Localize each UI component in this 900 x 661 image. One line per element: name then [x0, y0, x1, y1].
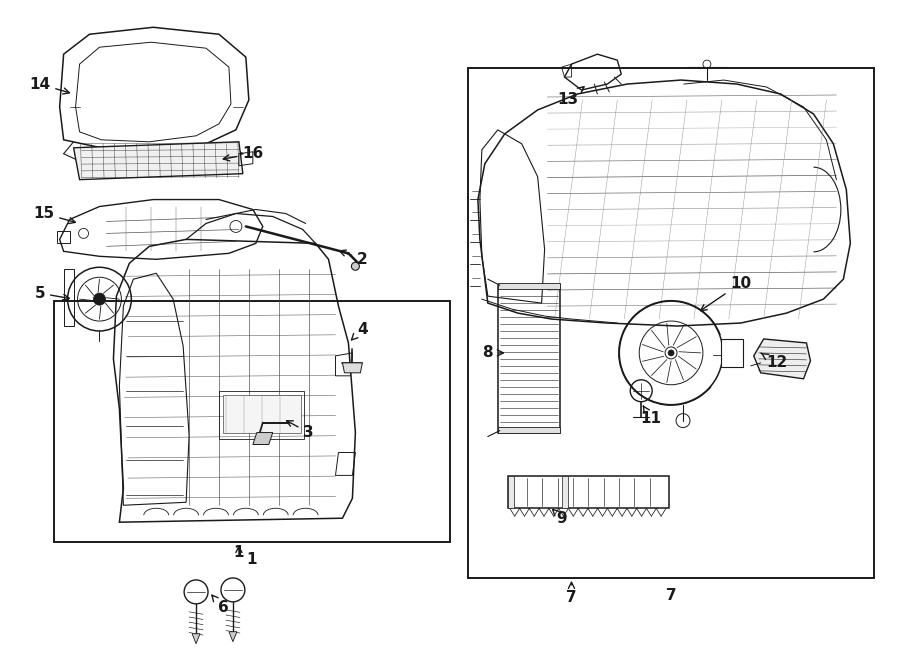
Text: 10: 10	[700, 276, 752, 311]
Bar	[508, 477, 669, 508]
Circle shape	[94, 293, 105, 305]
Text: 12: 12	[760, 353, 788, 370]
Text: 1: 1	[234, 545, 244, 560]
Bar	[498, 285, 560, 432]
Text: 7: 7	[566, 582, 577, 605]
Polygon shape	[229, 632, 237, 642]
Bar	[223, 395, 301, 432]
Bar	[219, 391, 303, 438]
Polygon shape	[74, 142, 243, 180]
Text: 15: 15	[33, 206, 76, 223]
Text: 11: 11	[641, 406, 662, 426]
Text: 1: 1	[247, 552, 257, 567]
Polygon shape	[192, 634, 200, 644]
Bar	[498, 426, 560, 432]
Bar	[498, 283, 560, 289]
Text: 3: 3	[286, 420, 314, 440]
Text: 14: 14	[29, 77, 69, 94]
Text: 13: 13	[557, 87, 584, 108]
Polygon shape	[253, 432, 273, 444]
Polygon shape	[753, 339, 811, 379]
Circle shape	[668, 350, 674, 356]
Bar	[468, 68, 874, 578]
Text: 2: 2	[339, 250, 368, 267]
Text: 7: 7	[666, 588, 677, 603]
Bar	[562, 477, 568, 508]
Bar	[508, 477, 514, 508]
Text: 16: 16	[223, 146, 264, 161]
Bar	[54, 301, 450, 542]
Text: 8: 8	[482, 346, 503, 360]
Text: 4: 4	[352, 321, 368, 340]
Text: 9: 9	[553, 510, 567, 525]
Text: 6: 6	[212, 595, 229, 615]
Circle shape	[351, 262, 359, 270]
Bar	[721, 339, 742, 367]
Polygon shape	[343, 363, 363, 373]
Text: 5: 5	[34, 286, 69, 301]
